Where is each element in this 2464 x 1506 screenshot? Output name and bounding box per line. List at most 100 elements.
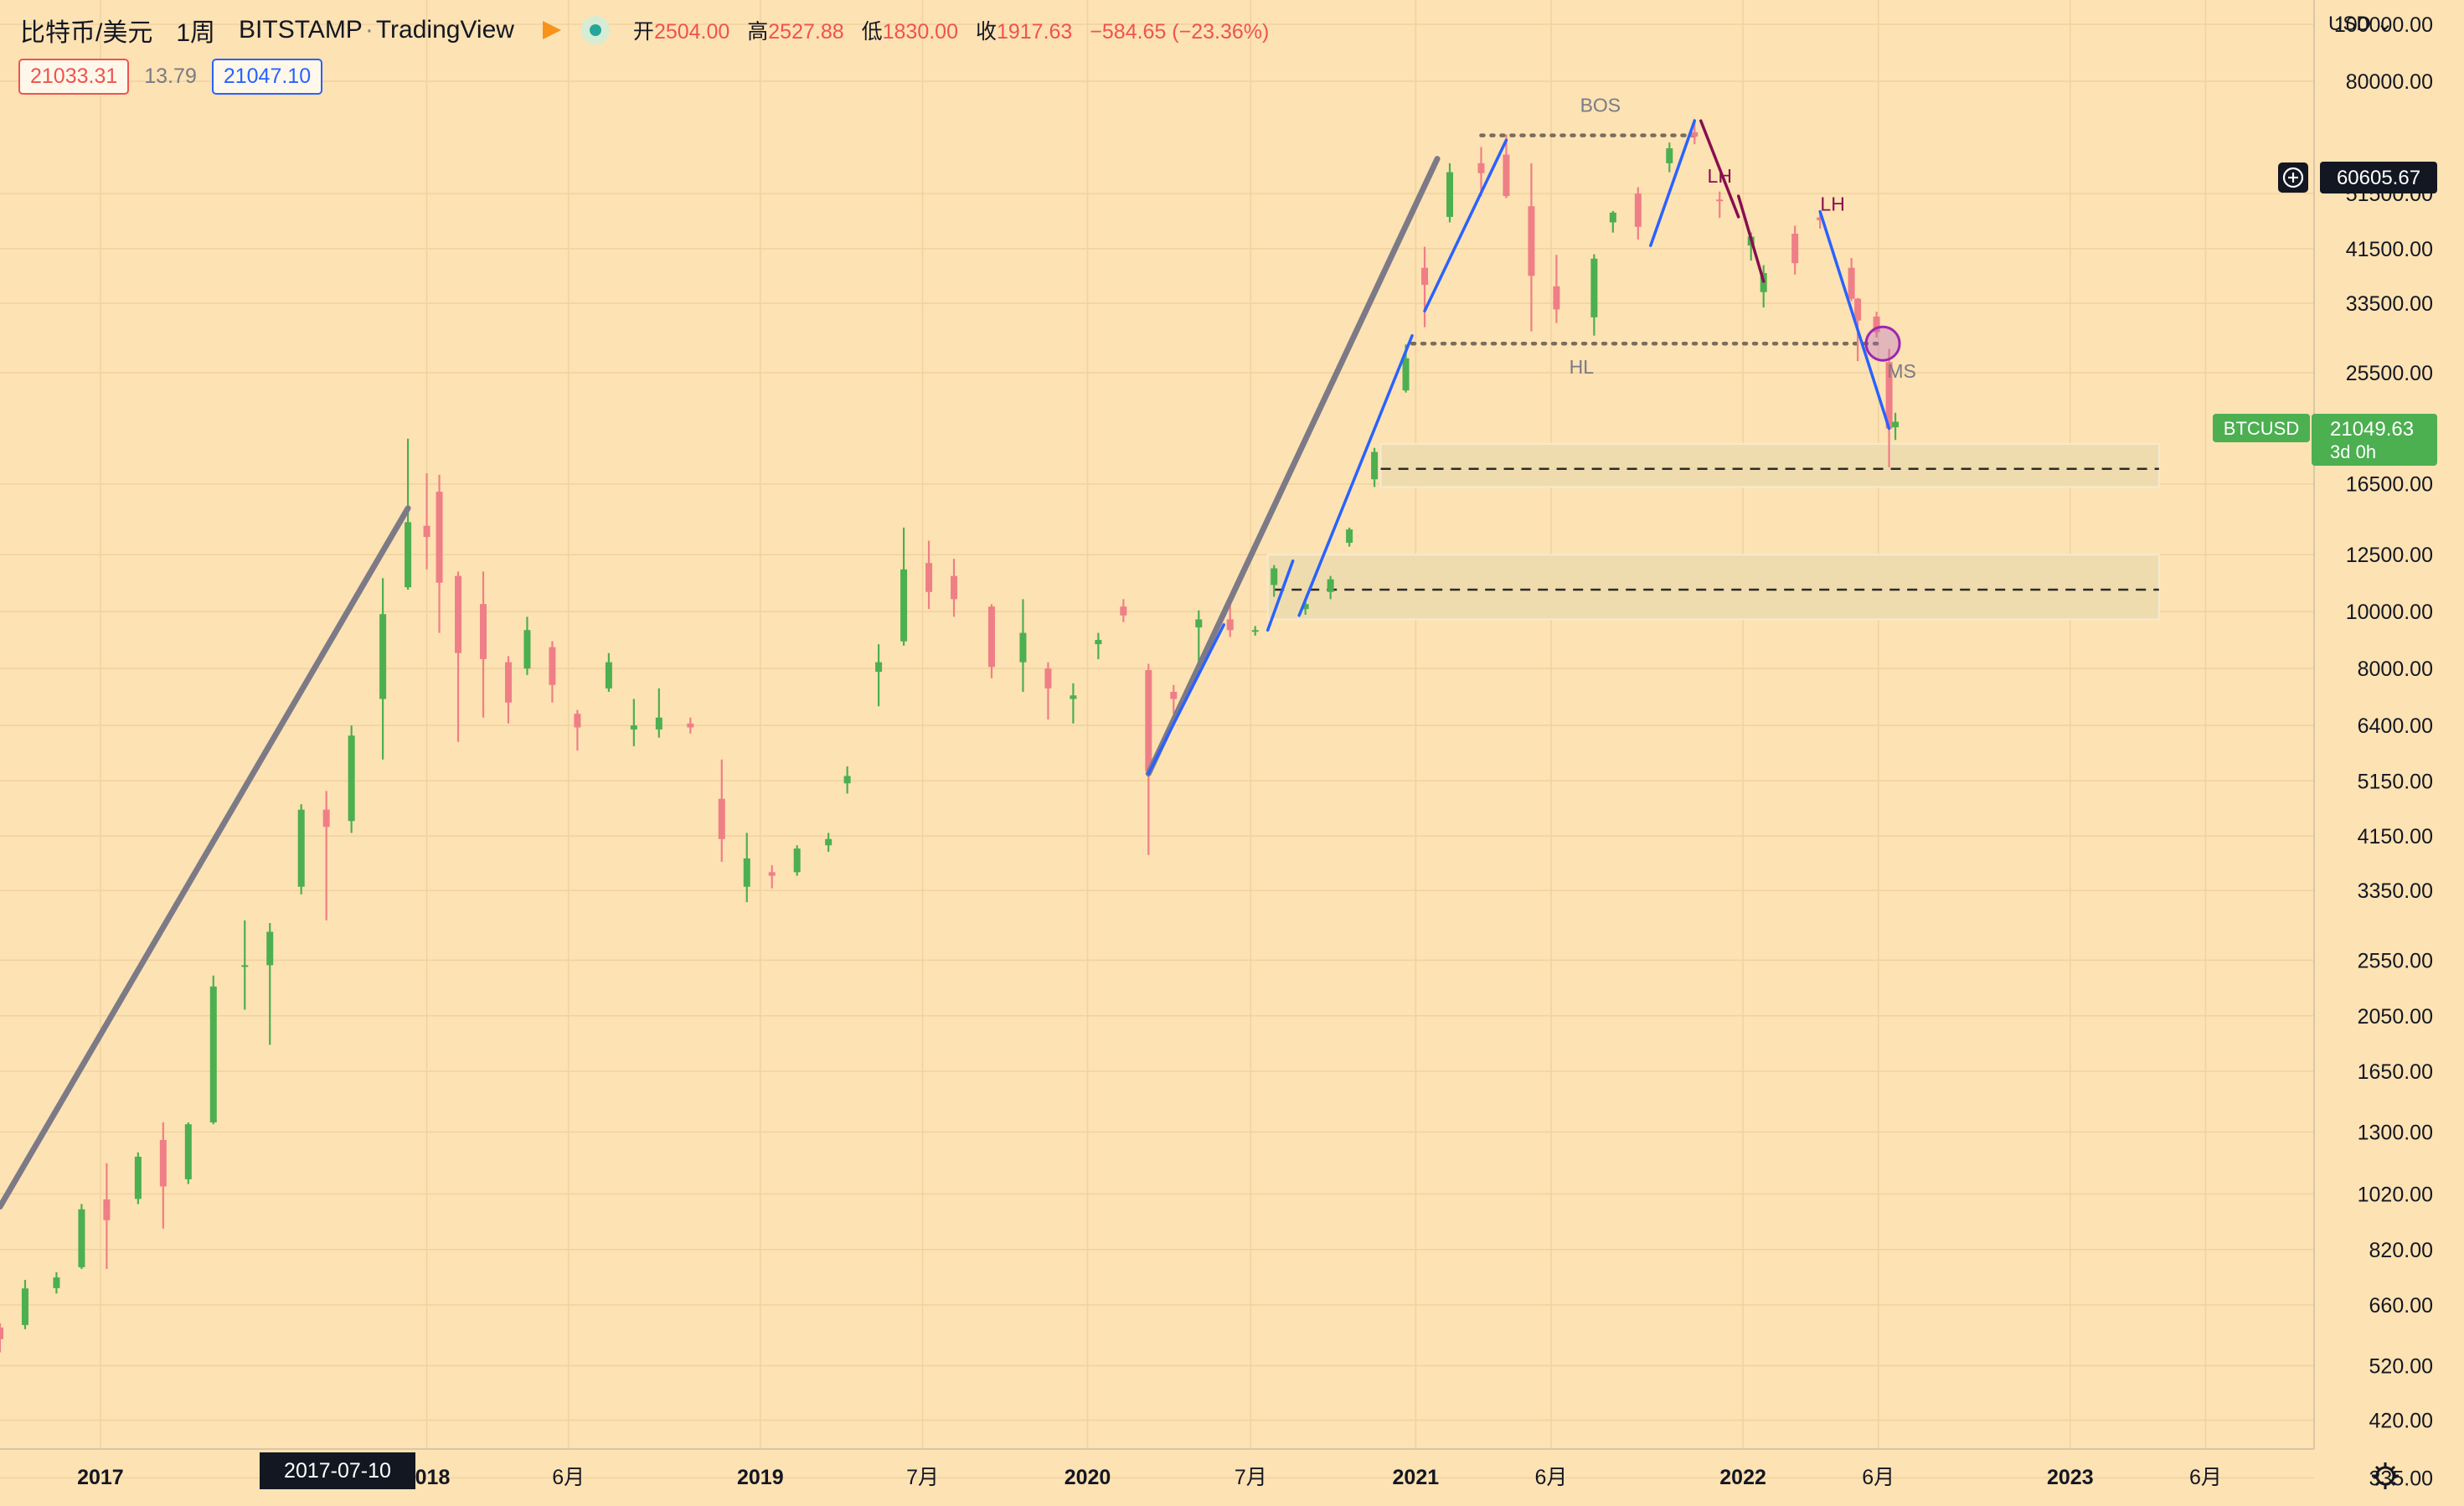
market-status-icon[interactable] bbox=[580, 16, 610, 44]
price-tick-label: 3350.00 bbox=[2358, 879, 2433, 903]
candle bbox=[843, 766, 851, 794]
data-source: TradingView bbox=[375, 16, 514, 44]
support-zone[interactable] bbox=[1379, 442, 2160, 488]
symbol-header[interactable]: 比特币/美元 1周 BITSTAMP · TradingView 开2504.0… bbox=[20, 12, 1281, 49]
blue-trend-line[interactable] bbox=[1297, 334, 1414, 617]
price-tick-label: 41500.00 bbox=[2346, 238, 2433, 261]
price-tick-label: 660.00 bbox=[2369, 1294, 2433, 1318]
candle bbox=[21, 1280, 28, 1329]
candle bbox=[297, 804, 305, 895]
candle bbox=[1553, 255, 1560, 323]
buy-price-button[interactable]: 21047.10 bbox=[211, 59, 323, 95]
spread-value: 13.79 bbox=[144, 64, 197, 88]
candle bbox=[78, 1204, 85, 1269]
candle bbox=[1590, 254, 1598, 336]
maroon-trend-line[interactable] bbox=[1699, 119, 1740, 219]
price-tick-label: 2550.00 bbox=[2358, 949, 2433, 972]
time-tick-label: 2021 bbox=[1393, 1466, 1440, 1489]
price-tick-label: 10000.00 bbox=[2346, 601, 2433, 624]
blue-trend-line[interactable] bbox=[1423, 138, 1508, 313]
price-tick-label: 520.00 bbox=[2369, 1355, 2433, 1379]
candle bbox=[1421, 246, 1429, 328]
candle bbox=[379, 578, 387, 760]
candle bbox=[209, 975, 217, 1125]
symbol-name[interactable]: 比特币/美元 bbox=[20, 19, 153, 47]
candle bbox=[1666, 142, 1673, 173]
candle bbox=[1892, 412, 1900, 441]
candle bbox=[184, 1122, 192, 1184]
ms-marker-circle[interactable] bbox=[1864, 325, 1901, 362]
candle bbox=[1145, 663, 1152, 855]
candle bbox=[322, 791, 330, 921]
candle bbox=[1070, 683, 1077, 724]
blue-trend-line[interactable] bbox=[1147, 623, 1226, 776]
hl-label: HL bbox=[1570, 356, 1595, 378]
candle bbox=[1226, 601, 1234, 637]
price-tick-label: 1650.00 bbox=[2358, 1060, 2433, 1084]
interval[interactable]: 1周 bbox=[176, 19, 216, 47]
candle bbox=[1019, 599, 1027, 693]
gray-trend-line[interactable] bbox=[0, 505, 411, 1210]
price-tick-label: 12500.00 bbox=[2346, 544, 2433, 567]
candle bbox=[1528, 162, 1535, 332]
blue-trend-line[interactable] bbox=[1818, 209, 1891, 431]
flag-icon[interactable] bbox=[542, 21, 561, 39]
candle bbox=[53, 1271, 60, 1294]
candle bbox=[455, 571, 462, 742]
support-zone[interactable] bbox=[1266, 554, 2160, 621]
candle bbox=[1195, 610, 1203, 666]
horizontal-levels bbox=[1274, 133, 2159, 591]
time-scale[interactable]: 2017 2018 6月 2019 7月 2020 7月 2021 6月 2022 6月 2023 6月… bbox=[0, 1448, 2399, 1489]
candle bbox=[1327, 575, 1334, 600]
candle bbox=[134, 1152, 142, 1204]
price-tick-label: 33500.00 bbox=[2346, 292, 2433, 316]
chevron-down-icon: ⌄ bbox=[2376, 13, 2394, 35]
candle bbox=[480, 571, 487, 718]
time-tick-label: 6月 bbox=[1535, 1466, 1568, 1489]
candle bbox=[825, 833, 833, 852]
candle bbox=[1095, 632, 1102, 659]
candle bbox=[574, 709, 581, 751]
support-zones bbox=[1266, 442, 2160, 621]
last-price-label: BTCUSD 21049.63 3d 0h bbox=[2213, 414, 2437, 466]
ms-label: MS bbox=[1887, 360, 1916, 382]
candle bbox=[1120, 599, 1127, 622]
candle bbox=[743, 833, 750, 903]
time-tick-label: 2023 bbox=[2047, 1466, 2094, 1489]
price-tick-label: 6400.00 bbox=[2358, 714, 2433, 738]
price-tick-label: 1300.00 bbox=[2358, 1121, 2433, 1144]
candle bbox=[875, 644, 883, 707]
maroon-trend-line[interactable] bbox=[1736, 194, 1766, 283]
currency-selector[interactable]: USD ⌄ bbox=[2328, 13, 2394, 35]
ohlc-low: 1830.00 bbox=[882, 20, 958, 44]
time-tick-label: 6月 bbox=[552, 1466, 585, 1489]
candle bbox=[1170, 684, 1178, 714]
blue-trend-line[interactable] bbox=[1649, 119, 1697, 247]
price-tick-label: 8000.00 bbox=[2358, 658, 2433, 681]
candle bbox=[987, 604, 995, 678]
blue-trend-line[interactable] bbox=[1266, 559, 1295, 632]
price-scale[interactable]: 100000.0080000.0051500.0041500.0033500.0… bbox=[2213, 0, 2437, 1490]
candle bbox=[1446, 162, 1454, 223]
settings-gear-icon[interactable] bbox=[2372, 1462, 2399, 1489]
last-price: 21049.63 bbox=[2330, 418, 2414, 441]
candle bbox=[900, 527, 908, 646]
time-tick-label: 7月 bbox=[1235, 1466, 1267, 1489]
time-tick-label: 6月 bbox=[2189, 1466, 2222, 1489]
candle bbox=[630, 699, 637, 746]
candle bbox=[1716, 191, 1724, 219]
candle bbox=[348, 725, 355, 833]
price-tick-label: 100000.00 bbox=[2334, 13, 2433, 37]
price-tick-label: 820.00 bbox=[2369, 1239, 2433, 1262]
ohlc-change: −584.65 (−23.36%) bbox=[1090, 20, 1270, 44]
candle bbox=[655, 688, 662, 738]
crosshair-date: 2017-07-10 bbox=[284, 1459, 391, 1483]
plus-circle-icon[interactable] bbox=[2282, 167, 2304, 188]
candle bbox=[1634, 187, 1642, 240]
time-tick-label: 6月 bbox=[1862, 1466, 1894, 1489]
sell-price-button[interactable]: 21033.31 bbox=[18, 59, 130, 95]
gray-trend-line[interactable] bbox=[1145, 156, 1441, 777]
candle bbox=[1609, 210, 1616, 233]
candle bbox=[1371, 447, 1379, 487]
